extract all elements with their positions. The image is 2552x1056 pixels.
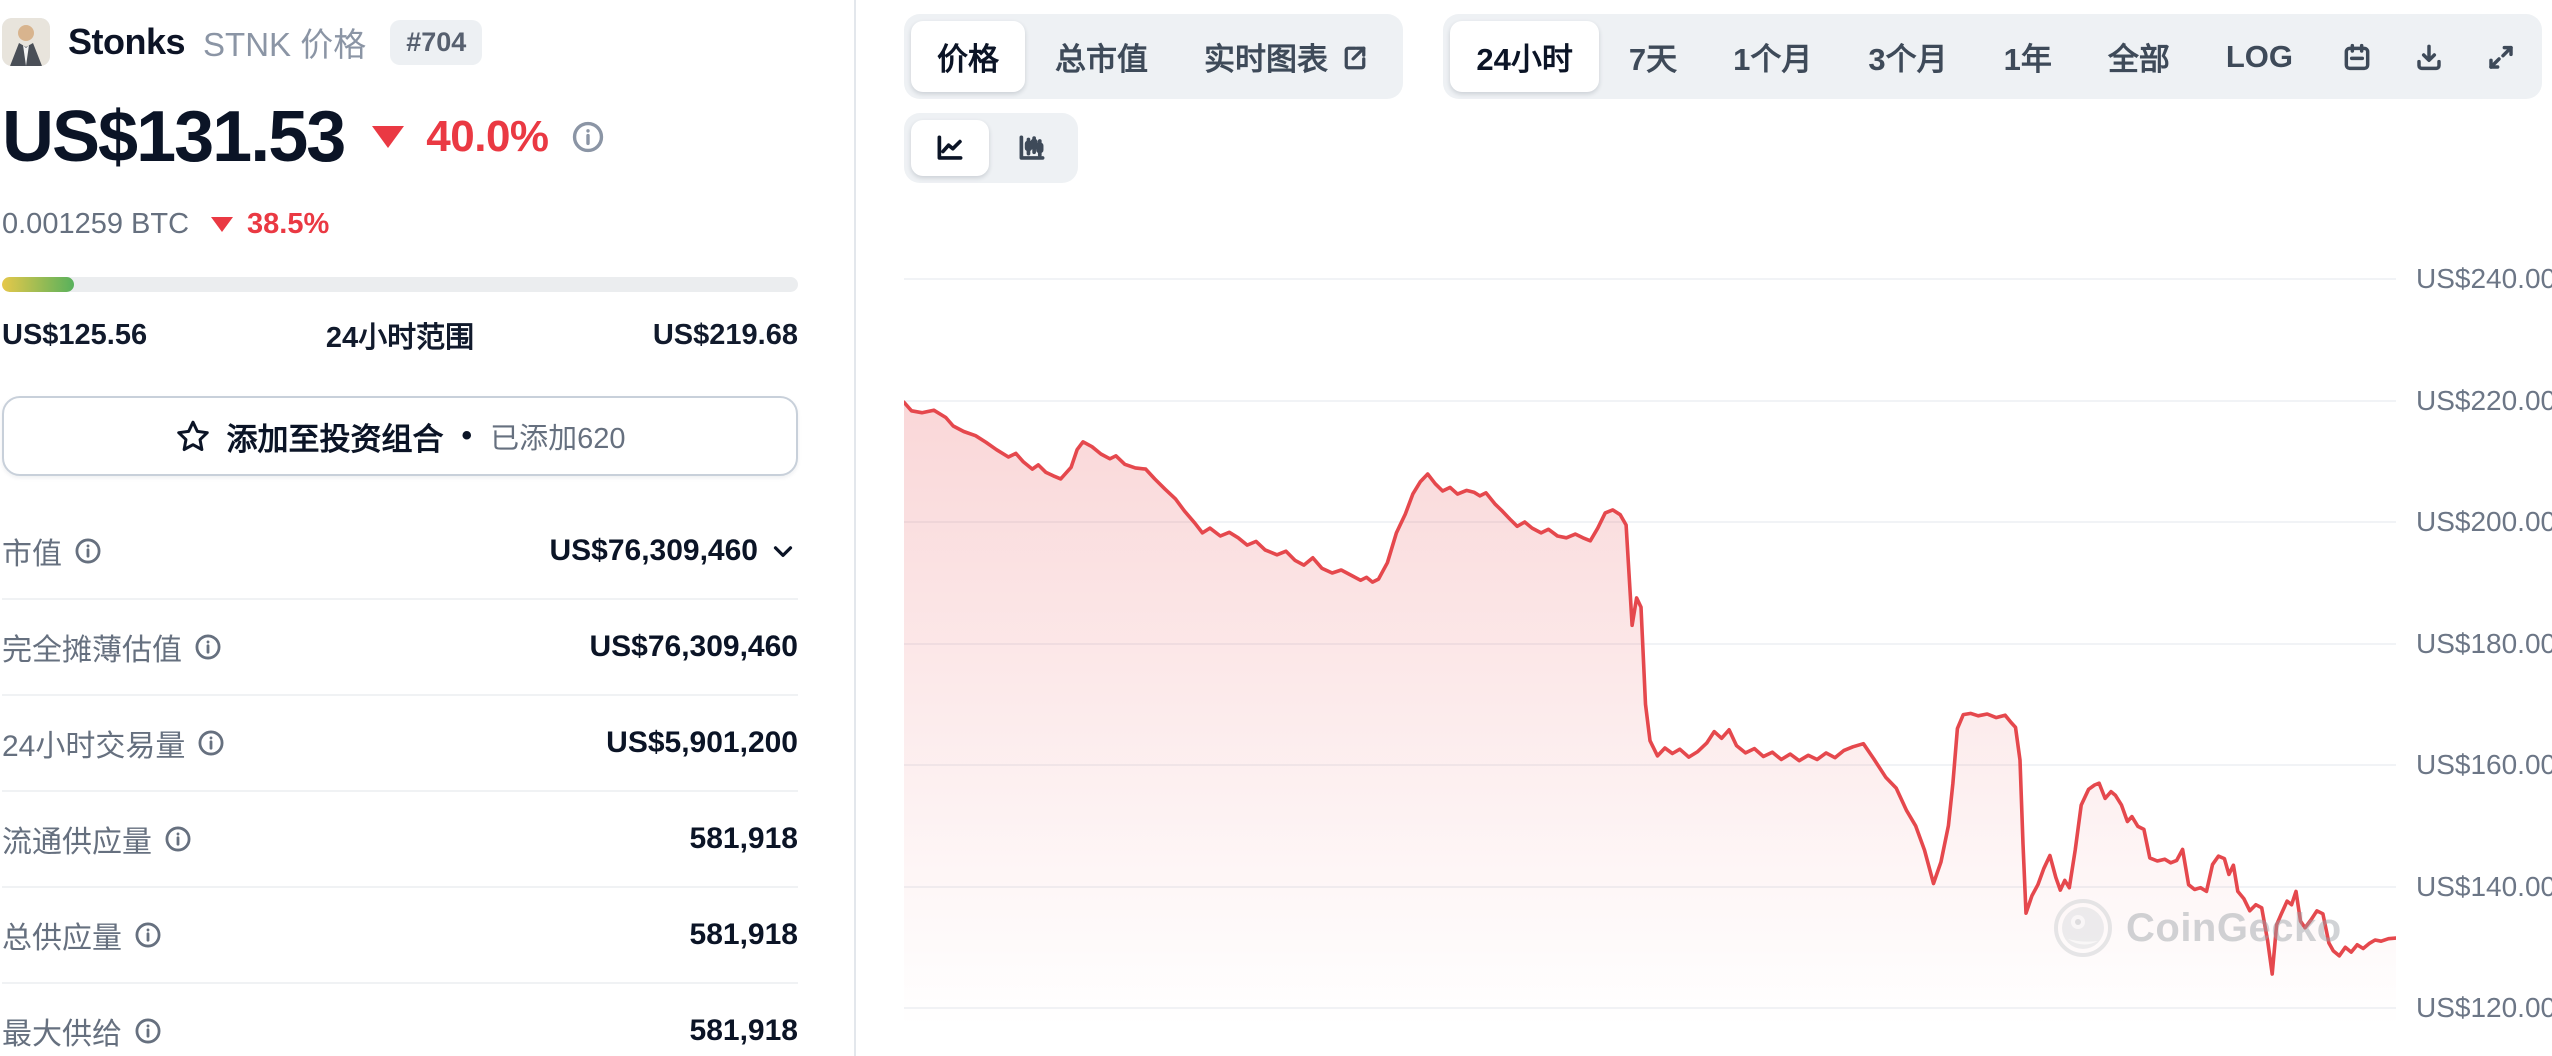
stat-label: 24小时交易量 [2,730,186,763]
stats-table: 市值 US$76,309,460 完全摊薄估值 US$76,309,460 [2,504,798,1056]
watermark: CoinGecko [2054,899,2342,957]
chart-price-line [904,400,2396,976]
info-icon[interactable] [134,1017,162,1045]
stat-value: US$5,901,200 [606,726,798,759]
stat-row-market-cap: 市值 US$76,309,460 [2,504,798,600]
price-line-chart [904,400,2396,1027]
calendar-button[interactable] [2323,28,2391,86]
info-icon[interactable] [164,825,192,853]
range-row: US$125.56 24小时范围 US$219.68 [2,314,798,356]
y-axis-tick-label: US$240.00 [2416,263,2552,294]
coin-ticker-label: STNK 价格 [203,26,367,63]
info-icon[interactable] [134,921,162,949]
candlestick-chart-icon [1019,135,1045,160]
gridline [904,642,2396,645]
gridline [904,521,2396,523]
stat-value: 581,918 [689,918,798,951]
stat-value: 581,918 [689,1014,798,1047]
expand-icon [2489,45,2513,69]
y-axis-labels: US$240.00 US$220.00 US$200.00 US$180.00 US$1… [2416,247,2552,1027]
tab-live-chart[interactable]: 实时图表 [1178,21,1396,92]
add-to-portfolio-button[interactable]: 添加至投资组合 • 已添加620 [2,396,798,476]
btc-down-triangle-icon [211,217,234,232]
external-link-icon [1344,46,1366,69]
range-progress-bar [2,277,798,292]
candlestick-chart-type-button[interactable] [993,120,1071,176]
metric-tab-group: 价格 总市值 实时图表 [904,14,1403,99]
price-change-percent: 40.0% [426,112,549,161]
range-all[interactable]: 全部 [2107,42,2170,77]
range-low: US$125.56 [2,318,148,351]
download-icon [2417,44,2441,70]
y-axis-tick-label: US$180.00 [2416,627,2552,659]
stat-label: 流通供应量 [2,826,152,859]
line-chart-icon [937,135,963,160]
stat-value: US$76,309,460 [549,534,758,567]
stat-value: 581,918 [689,822,798,855]
coin-logo [2,18,50,66]
calendar-icon [2344,43,2370,70]
stat-label: 市值 [2,538,62,571]
portfolio-button-label: 添加至投资组合 [226,421,444,457]
range-label: 24小时范围 [325,322,475,354]
info-icon[interactable] [194,633,222,661]
rank-badge: #704 [390,19,483,65]
price-row: US$131.53 40.0% [2,96,798,178]
range-3m[interactable]: 3个月 [1868,42,1948,77]
coin-header: Stonks STNK 价格 #704 [2,14,798,70]
portfolio-added-count: 已添加620 [490,423,626,455]
stat-row-total-supply: 总供应量 581,918 [2,888,798,984]
chart-toolbar: 价格 总市值 实时图表 24小时 7天 1个月 3个月 1年 全部 [904,14,2552,99]
stat-label: 最大供给 [2,1018,122,1051]
y-axis-tick-label: US$160.00 [2416,749,2552,780]
info-icon[interactable] [197,729,225,757]
y-axis-tick-label: US$200.00 [2416,506,2552,537]
y-axis-tick-label: US$140.00 [2416,870,2552,902]
download-button[interactable] [2395,28,2463,86]
range-1m[interactable]: 1个月 [1733,42,1813,77]
stat-row-circulating-supply: 流通供应量 581,918 [2,792,798,888]
info-icon[interactable] [74,537,102,565]
stat-row-volume-24h: 24小时交易量 US$5,901,200 [2,696,798,792]
range-high: US$219.68 [652,318,798,351]
tab-market-cap[interactable]: 总市值 [1055,42,1148,77]
btc-price-row: 0.001259 BTC 38.5% [2,208,798,241]
chart-plot-area[interactable] [904,247,2396,1027]
stat-row-max-supply: 最大供给 581,918 [2,984,798,1056]
btc-change-percent: 38.5% [247,208,330,240]
watermark-text: CoinGecko [2126,905,2342,950]
price-chart: US$240.00 US$220.00 US$200.00 US$180.00 US$1… [904,247,2552,1027]
range-progress-fill [2,277,74,292]
time-range-group: 24小时 7天 1个月 3个月 1年 全部 LOG [1443,14,2542,99]
coin-summary-panel: Stonks STNK 价格 #704 US$131.53 40.0% 0.00… [0,0,856,1056]
stat-row-fdv: 完全摊薄估值 US$76,309,460 [2,600,798,696]
price-down-triangle-icon [372,126,405,148]
coin-name: Stonks [68,21,186,62]
price-info-icon[interactable] [571,120,605,154]
btc-price: 0.001259 BTC [2,208,190,240]
y-axis-tick-label: US$220.00 [2416,384,2552,416]
gecko-icon [2054,899,2112,957]
chevron-down-icon[interactable] [768,536,798,566]
log-scale-toggle[interactable]: LOG [2225,38,2293,74]
range-24h[interactable]: 24小时 [1450,21,1599,92]
star-icon [176,420,209,451]
range-1y[interactable]: 1年 [2003,42,2052,77]
stat-label: 总供应量 [2,922,122,955]
stat-label: 完全摊薄估值 [2,634,182,667]
fullscreen-button[interactable] [2467,28,2535,86]
gridline [904,399,2396,402]
line-chart-type-button[interactable] [911,120,989,176]
gridline [904,278,2396,280]
tab-price[interactable]: 价格 [911,21,1025,92]
bullet-separator: • [461,419,473,452]
stat-value: US$76,309,460 [589,630,798,663]
y-axis-tick-label: US$120.00 [2416,992,2552,1023]
chart-type-toggle [904,113,2552,183]
range-7d[interactable]: 7天 [1628,42,1678,77]
chart-panel: 价格 总市值 实时图表 24小时 7天 1个月 3个月 1年 全部 [856,0,2552,1056]
current-price: US$131.53 [2,97,346,177]
